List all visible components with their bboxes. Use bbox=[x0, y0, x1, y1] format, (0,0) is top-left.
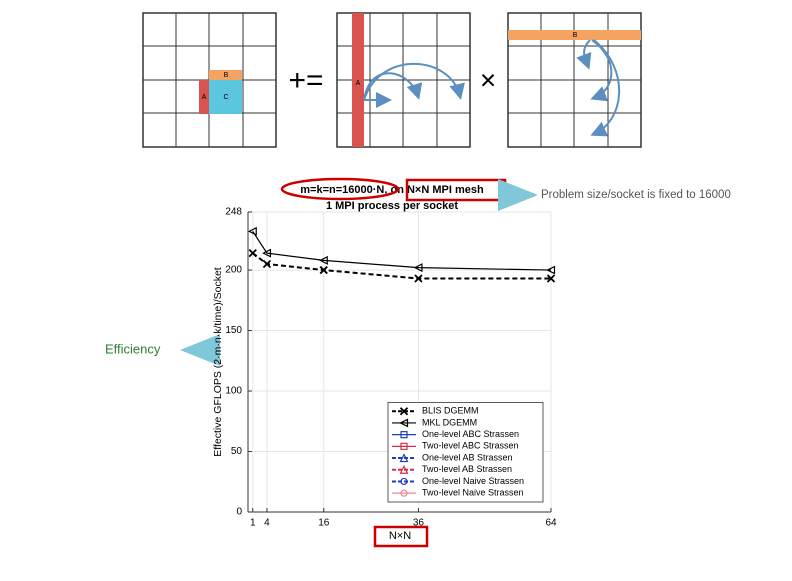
highlight-box bbox=[373, 525, 429, 548]
x-tick-label: 4 bbox=[264, 518, 270, 529]
block-label: B bbox=[224, 72, 229, 79]
block-label: B bbox=[573, 32, 578, 39]
marker bbox=[248, 248, 257, 258]
chart-subtitle: 1 MPI process per socket bbox=[326, 200, 458, 212]
y-tick-label: 100 bbox=[225, 386, 242, 397]
marker bbox=[399, 407, 409, 416]
annotation: Problem size/socket is fixed to 16000 bbox=[541, 189, 731, 201]
matrix-grid-3: B bbox=[507, 12, 642, 148]
matrix-grid-1: B A C bbox=[142, 12, 277, 148]
marker bbox=[399, 464, 409, 474]
legend-label: BLIS DGEMM bbox=[422, 406, 479, 416]
legend-label: One-level ABC Strassen bbox=[422, 429, 519, 439]
legend-box bbox=[387, 401, 544, 503]
y-tick-label: 0 bbox=[236, 507, 242, 518]
x-tick-label: 36 bbox=[413, 518, 425, 529]
chart-title: m=k=n=16000·N, on N×N MPI mesh bbox=[300, 184, 484, 196]
x-tick-label: 16 bbox=[318, 518, 330, 529]
matrix-grid-2: A bbox=[336, 12, 471, 148]
highlight-ellipse bbox=[280, 177, 400, 201]
marker bbox=[399, 418, 409, 428]
x-tick-label: 1 bbox=[250, 518, 256, 529]
marker bbox=[400, 489, 408, 497]
y-tick-label: 248 bbox=[225, 207, 242, 218]
legend-label: Two-level AB Strassen bbox=[422, 464, 512, 474]
x-axis-label: N×N bbox=[389, 530, 411, 542]
legend-label: One-level Naive Strassen bbox=[422, 476, 524, 486]
marker bbox=[413, 263, 423, 273]
block-label: C bbox=[223, 94, 228, 101]
operator: += bbox=[288, 64, 323, 97]
marker bbox=[400, 477, 408, 486]
legend-label: One-level AB Strassen bbox=[422, 452, 513, 462]
y-tick-label: 50 bbox=[231, 446, 243, 457]
marker bbox=[399, 453, 409, 463]
marker bbox=[247, 226, 257, 236]
marker bbox=[414, 274, 423, 283]
legend-label: Two-level ABC Strassen bbox=[422, 441, 519, 451]
marker bbox=[546, 274, 556, 283]
series-line bbox=[252, 231, 552, 271]
y-tick-label: 150 bbox=[225, 325, 242, 336]
y-axis-label: Effective GFLOPS (2·m·n·k/time)/Socket bbox=[212, 267, 224, 457]
marker bbox=[262, 259, 272, 269]
marker bbox=[319, 265, 328, 275]
block-label: A bbox=[356, 80, 361, 87]
x-tick-label: 64 bbox=[545, 518, 557, 529]
marker bbox=[546, 265, 556, 275]
marker bbox=[318, 255, 328, 265]
y-tick-label: 200 bbox=[225, 265, 242, 276]
annotation: Efficiency bbox=[105, 341, 161, 356]
marker bbox=[400, 442, 408, 450]
marker bbox=[262, 248, 272, 258]
legend-label: MKL DGEMM bbox=[422, 417, 477, 427]
block-label: A bbox=[202, 94, 207, 101]
legend-label: Two-level Naive Strassen bbox=[422, 488, 524, 498]
operator: × bbox=[480, 64, 496, 95]
marker bbox=[400, 431, 408, 439]
